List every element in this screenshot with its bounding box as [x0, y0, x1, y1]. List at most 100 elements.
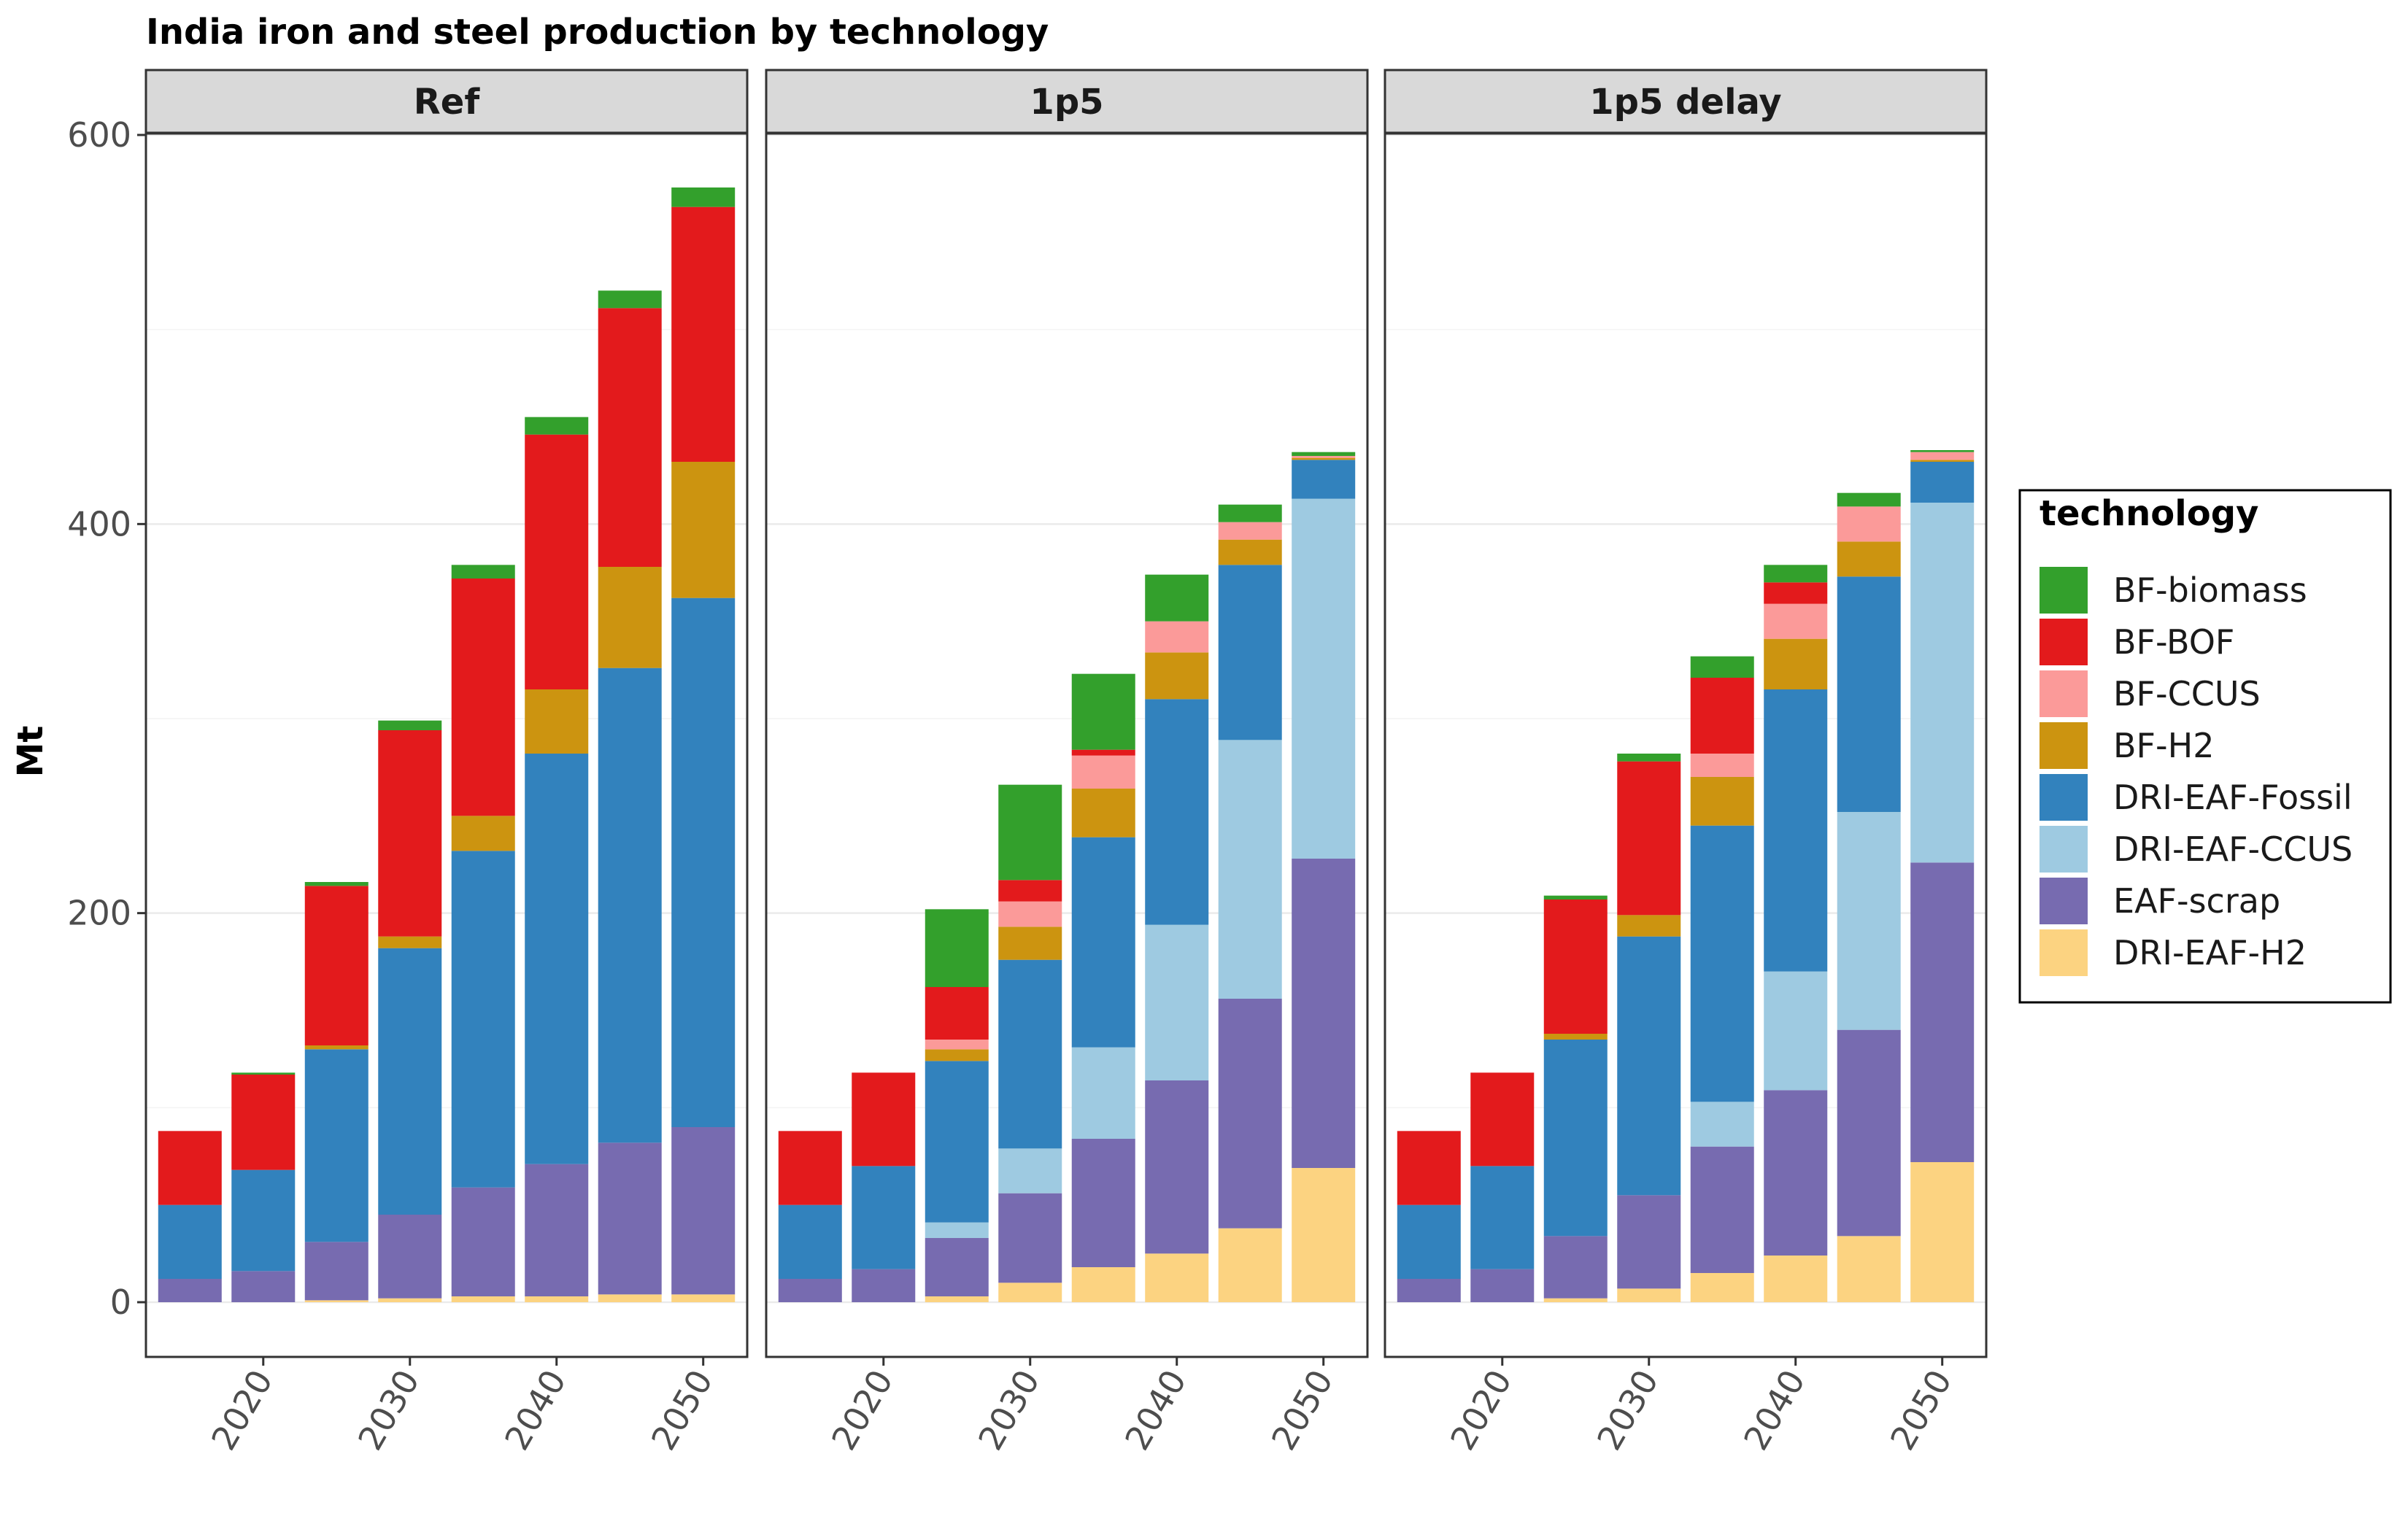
bar-ref-2020-bf-bof [231, 1075, 296, 1170]
bar-1p5-delay-2040-dri-eaf-ccus [1764, 971, 1828, 1091]
bar-ref-2020-bf-biomass [231, 1072, 296, 1075]
bar-1p5-2015-eaf-scrap [778, 1279, 842, 1302]
bar-1p5-2035-dri-eaf-fossil [1071, 837, 1135, 1048]
bar-1p5-2030-bf-bof [998, 880, 1062, 902]
bar-1p5-2025-dri-eaf-fossil [925, 1061, 989, 1223]
bar-1p5-2025-bf-h2 [925, 1049, 989, 1061]
bar-1p5-2015-dri-eaf-fossil [778, 1204, 842, 1279]
bar-1p5-2020-eaf-scrap [852, 1269, 916, 1302]
bar-1p5-2050-dri-eaf-fossil [1292, 460, 1356, 499]
chart-title: India iron and steel production by techn… [146, 12, 1049, 53]
bar-1p5-2050-dri-eaf-ccus [1292, 498, 1356, 859]
bar-1p5-delay-2045-dri-eaf-fossil [1837, 576, 1901, 812]
bar-1p5-delay-2045-dri-eaf-ccus [1837, 812, 1901, 1030]
legend-label-dri-eaf-h2: DRI-EAF-H2 [2113, 933, 2307, 972]
bar-ref-2045-eaf-scrap [598, 1142, 662, 1295]
bar-1p5-2045-bf-biomass [1218, 504, 1282, 522]
bar-1p5-2025-bf-biomass [925, 909, 989, 987]
bar-1p5-2035-bf-biomass [1071, 673, 1135, 750]
y-tick-label-0: 0 [110, 1283, 131, 1322]
legend-label-bf-ccus: BF-CCUS [2113, 674, 2261, 713]
bar-1p5-delay-2035-bf-biomass [1690, 656, 1754, 678]
bar-1p5-delay-2030-dri-eaf-fossil [1617, 936, 1681, 1196]
bar-ref-2050-eaf-scrap [671, 1127, 736, 1295]
facet-label-1p5-delay: 1p5 delay [1589, 82, 1781, 123]
bar-1p5-2025-bf-bof [925, 987, 989, 1040]
bar-1p5-delay-2050-bf-h2 [1910, 460, 1975, 462]
legend-key-eaf-scrap [2040, 878, 2088, 924]
bar-ref-2045-dri-eaf-h2 [598, 1294, 662, 1302]
bar-ref-2015-dri-eaf-fossil [158, 1204, 222, 1279]
bar-ref-2035-eaf-scrap [451, 1187, 515, 1296]
bar-ref-2030-bf-h2 [378, 936, 442, 948]
bar-1p5-delay-2030-bf-bof [1617, 761, 1681, 916]
bar-ref-2040-dri-eaf-h2 [525, 1296, 589, 1302]
bar-1p5-2045-dri-eaf-h2 [1218, 1228, 1282, 1302]
bar-ref-2040-eaf-scrap [525, 1164, 589, 1296]
bar-1p5-2035-dri-eaf-ccus [1071, 1047, 1135, 1139]
bar-ref-2040-bf-biomass [525, 417, 589, 435]
bar-ref-2040-bf-h2 [525, 689, 589, 754]
bar-ref-2035-bf-bof [451, 579, 515, 816]
legend-key-bf-ccus [2040, 670, 2088, 717]
bar-1p5-2030-eaf-scrap [998, 1193, 1062, 1283]
bar-1p5-delay-2035-dri-eaf-h2 [1690, 1273, 1754, 1302]
bar-1p5-2025-eaf-scrap [925, 1238, 989, 1296]
bar-1p5-2015-bf-bof [778, 1131, 842, 1205]
bar-1p5-2045-bf-h2 [1218, 539, 1282, 565]
bar-1p5-2035-bf-h2 [1071, 789, 1135, 837]
bar-1p5-2040-dri-eaf-ccus [1145, 924, 1209, 1080]
bar-1p5-2030-dri-eaf-fossil [998, 959, 1062, 1149]
legend-title: technology [2040, 493, 2258, 534]
bar-1p5-delay-2040-bf-biomass [1764, 565, 1828, 583]
legend: technology BF-biomass BF-BOF BF-CCUS BF-H2 D… [2018, 489, 2392, 1004]
bar-ref-2030-eaf-scrap [378, 1215, 442, 1299]
bar-ref-2050-bf-biomass [671, 187, 736, 207]
bar-1p5-delay-2040-bf-ccus [1764, 603, 1828, 639]
bar-1p5-delay-2035-bf-bof [1690, 678, 1754, 754]
facet-strip-1p5-delay [1384, 69, 1988, 134]
bar-ref-2015-bf-bof [158, 1131, 222, 1205]
facet-strip-ref [144, 69, 749, 134]
bar-1p5-delay-2030-bf-h2 [1617, 915, 1681, 937]
bar-1p5-2040-bf-biomass [1145, 574, 1209, 622]
bar-1p5-delay-2025-dri-eaf-h2 [1543, 1298, 1608, 1302]
bar-1p5-delay-2035-dri-eaf-ccus [1690, 1102, 1754, 1147]
bar-1p5-2035-dri-eaf-h2 [1071, 1267, 1135, 1302]
bar-1p5-delay-2035-dri-eaf-fossil [1690, 825, 1754, 1102]
bar-ref-2025-bf-bof [304, 886, 368, 1045]
bar-1p5-2035-bf-ccus [1071, 755, 1135, 789]
bar-1p5-delay-2050-bf-ccus [1910, 452, 1975, 460]
legend-label-bf-h2: BF-H2 [2113, 726, 2214, 765]
bar-1p5-2045-dri-eaf-fossil [1218, 565, 1282, 740]
bar-ref-2045-bf-biomass [598, 290, 662, 309]
bar-1p5-delay-2035-eaf-scrap [1690, 1146, 1754, 1273]
bar-1p5-delay-2045-bf-h2 [1837, 541, 1901, 577]
y-tick-label-600: 600 [67, 115, 131, 155]
bar-1p5-2045-eaf-scrap [1218, 999, 1282, 1229]
legend-key-bf-h2 [2040, 722, 2088, 769]
legend-key-dri-eaf-ccus [2040, 826, 2088, 873]
bar-1p5-delay-2050-dri-eaf-ccus [1910, 503, 1975, 863]
bar-1p5-delay-2030-bf-biomass [1617, 754, 1681, 762]
bar-ref-2025-dri-eaf-fossil [304, 1049, 368, 1242]
bar-1p5-delay-2040-eaf-scrap [1764, 1090, 1828, 1256]
legend-label-dri-eaf-ccus: DRI-EAF-CCUS [2113, 829, 2353, 869]
bar-1p5-2050-bf-ccus [1292, 456, 1356, 458]
bar-ref-2020-dri-eaf-fossil [231, 1169, 296, 1272]
bar-1p5-delay-2020-bf-bof [1470, 1072, 1535, 1167]
bar-ref-2030-bf-biomass [378, 720, 442, 730]
legend-label-bf-bof: BF-BOF [2113, 622, 2234, 662]
bar-1p5-delay-2045-bf-ccus [1837, 506, 1901, 542]
legend-label-dri-eaf-fossil: DRI-EAF-Fossil [2113, 778, 2353, 817]
bar-1p5-delay-2040-bf-bof [1764, 582, 1828, 604]
bar-1p5-2050-bf-h2 [1292, 457, 1356, 460]
bar-1p5-2045-dri-eaf-ccus [1218, 740, 1282, 999]
bar-1p5-delay-2040-dri-eaf-h2 [1764, 1256, 1828, 1302]
bar-1p5-delay-2045-dri-eaf-h2 [1837, 1236, 1901, 1302]
bar-1p5-2025-dri-eaf-ccus [925, 1222, 989, 1238]
bar-ref-2045-bf-h2 [598, 567, 662, 668]
bar-ref-2030-dri-eaf-fossil [378, 948, 442, 1215]
facet-label-1p5: 1p5 [1030, 82, 1103, 123]
